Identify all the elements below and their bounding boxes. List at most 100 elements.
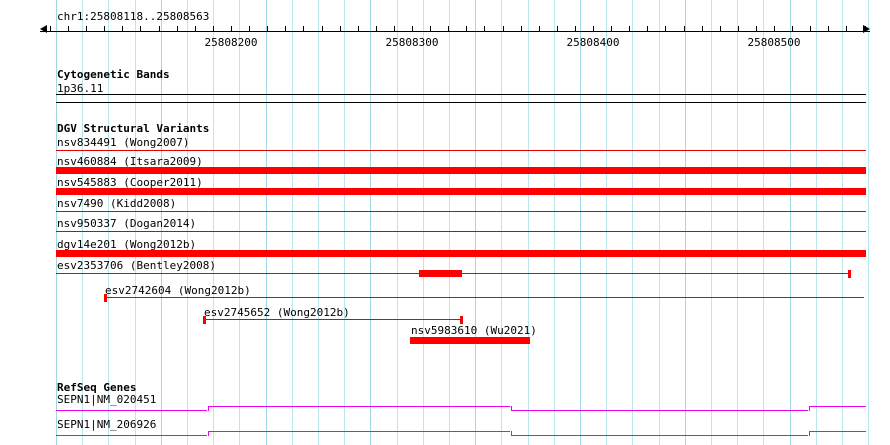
grid-line: [213, 0, 214, 445]
axis-right-arrow-icon: [863, 25, 870, 33]
axis-tick: [213, 26, 214, 32]
track-label-nsv460884[interactable]: nsv460884 (Itsara2009): [57, 155, 203, 168]
track-label-esv2742604[interactable]: esv2742604 (Wong2012b): [105, 284, 251, 297]
track-label-nsv5983610[interactable]: nsv5983610 (Wu2021): [411, 324, 537, 337]
axis-tick: [448, 26, 449, 32]
axis-tick: [593, 26, 594, 32]
grid-line: [501, 0, 502, 445]
feature-nsv460884[interactable]: [56, 167, 866, 174]
gene-exon-segment: [208, 431, 370, 432]
grid-line: [292, 0, 293, 445]
axis-tick: [521, 26, 522, 32]
feature-nsv834491[interactable]: [56, 150, 866, 151]
axis-tick-label: 25808200: [204, 36, 258, 49]
section-title-refseq: RefSeq Genes: [57, 381, 137, 394]
gene-exon-segment: [511, 410, 610, 411]
feature-esv2742604-left-cap: [104, 294, 107, 302]
feature-nsv950337[interactable]: [56, 231, 866, 232]
feature-esv2745652-line[interactable]: [203, 319, 463, 320]
axis-left-arrow-icon: [40, 25, 47, 33]
grid-line: [239, 0, 240, 445]
grid-line: [397, 0, 398, 445]
grid-line: [554, 0, 555, 445]
feature-esv2745652-right-cap: [460, 316, 463, 324]
axis-tick: [484, 26, 485, 32]
axis-tick: [629, 26, 630, 32]
axis-tick: [720, 26, 721, 32]
feature-esv2745652-left-cap: [203, 316, 206, 324]
axis-tick: [611, 26, 612, 32]
cytoband-label: 1p36.11: [57, 82, 104, 95]
track-label-nsv834491[interactable]: nsv834491 (Wong2007): [57, 136, 190, 149]
gene-exon-segment: [610, 435, 808, 436]
gene-step-connector: [511, 406, 512, 411]
grid-line: [475, 0, 476, 445]
grid-line: [580, 0, 581, 445]
axis-tick: [774, 26, 775, 32]
gene-step-connector: [511, 431, 512, 436]
axis-tick: [846, 26, 847, 32]
axis-tick: [557, 26, 558, 32]
axis-tick: [828, 26, 829, 32]
axis-tick: [376, 26, 377, 32]
axis-tick: [231, 26, 232, 32]
axis-tick: [394, 26, 395, 32]
gene-exon-segment: [511, 435, 610, 436]
axis-tick: [575, 26, 576, 32]
gene-step-connector: [208, 406, 209, 411]
grid-line: [659, 0, 660, 445]
gene-exon-segment: [56, 435, 207, 436]
axis-tick: [285, 26, 286, 32]
axis-tick: [865, 26, 866, 32]
axis-tick: [50, 26, 51, 32]
cytoband-rule-bottom: [56, 102, 866, 103]
grid-line: [318, 0, 319, 445]
grid-line: [685, 0, 686, 445]
track-label-dgv14e201[interactable]: dgv14e201 (Wong2012b): [57, 238, 197, 251]
feature-esv2742604-line[interactable]: [104, 297, 864, 298]
grid-line: [266, 0, 267, 445]
grid-line: [763, 0, 764, 445]
axis-tick: [466, 26, 467, 32]
grid-line: [868, 0, 869, 445]
feature-nsv5983610[interactable]: [410, 337, 530, 344]
track-label-nsv7490[interactable]: nsv7490 (Kidd2008): [57, 197, 177, 210]
axis-tick: [122, 26, 123, 32]
grid-line: [344, 0, 345, 445]
axis-tick: [104, 26, 105, 32]
track-label-sepn1-nm206926[interactable]: SEPN1|NM_206926: [57, 418, 157, 431]
axis-tick-label: 25808400: [566, 36, 620, 49]
track-label-esv2353706[interactable]: esv2353706 (Bentley2008): [57, 259, 216, 272]
axis-tick: [702, 26, 703, 32]
axis-tick: [810, 26, 811, 32]
grid-line: [842, 0, 843, 445]
track-label-esv2745652[interactable]: esv2745652 (Wong2012b): [204, 306, 350, 319]
axis-tick: [684, 26, 685, 32]
grid-line: [528, 0, 529, 445]
axis-tick: [539, 26, 540, 32]
axis-tick: [159, 26, 160, 32]
axis-tick-label: 25808300: [385, 36, 439, 49]
grid-line: [711, 0, 712, 445]
section-title-dgv: DGV Structural Variants: [57, 122, 210, 135]
feature-nsv7490[interactable]: [56, 211, 866, 212]
feature-nsv545883[interactable]: [56, 188, 866, 195]
track-label-nsv950337[interactable]: nsv950337 (Dogan2014): [57, 217, 197, 230]
feature-esv2353706-block[interactable]: [419, 270, 462, 277]
feature-dgv14e201[interactable]: [56, 250, 866, 257]
grid-line: [606, 0, 607, 445]
axis-tick: [195, 26, 196, 32]
grid-line: [449, 0, 450, 445]
grid-line: [737, 0, 738, 445]
feature-esv2353706-right-cap: [848, 270, 851, 278]
axis-tick: [412, 26, 413, 32]
gene-step-connector: [208, 431, 209, 436]
track-label-sepn1-nm020451[interactable]: SEPN1|NM_020451: [57, 393, 157, 406]
locus-label: chr1:25808118..25808563: [57, 10, 210, 23]
gene-exon-segment: [809, 406, 866, 407]
gene-exon-segment: [370, 406, 510, 407]
track-label-nsv545883[interactable]: nsv545883 (Cooper2011): [57, 176, 203, 189]
axis-tick: [358, 26, 359, 32]
axis-tick: [303, 26, 304, 32]
